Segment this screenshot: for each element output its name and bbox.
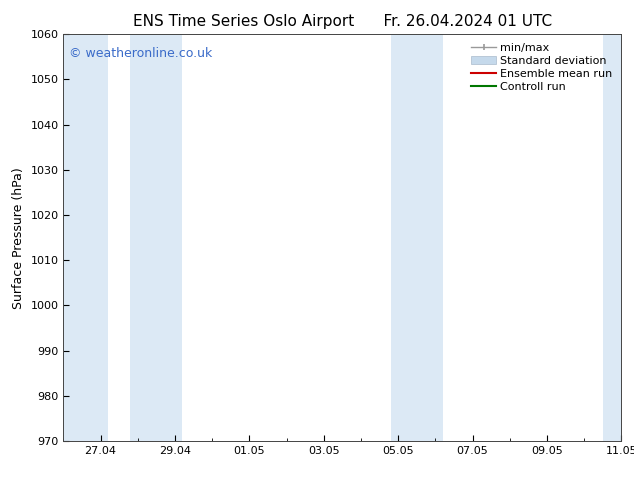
Bar [63, 34, 108, 441]
Bar [391, 34, 443, 441]
Title: ENS Time Series Oslo Airport      Fr. 26.04.2024 01 UTC: ENS Time Series Oslo Airport Fr. 26.04.2… [133, 14, 552, 29]
Text: © weatheronline.co.uk: © weatheronline.co.uk [69, 47, 212, 59]
Bar [131, 34, 183, 441]
Y-axis label: Surface Pressure (hPa): Surface Pressure (hPa) [12, 167, 25, 309]
Legend: min/max, Standard deviation, Ensemble mean run, Controll run: min/max, Standard deviation, Ensemble me… [468, 40, 616, 95]
Bar [603, 34, 634, 441]
